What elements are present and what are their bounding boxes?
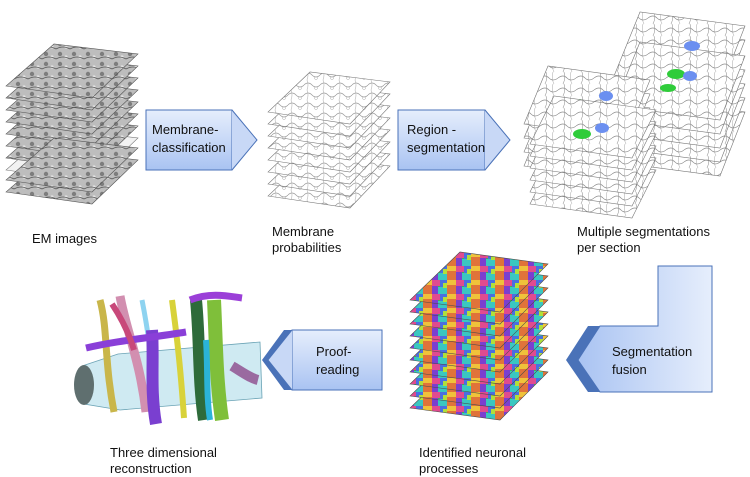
multiple-segmentations-label: Multiple segmentations per section [577, 224, 710, 255]
region-segmentation-label: Region - segmentation [407, 122, 486, 155]
identified-processes-label: Identified neuronal processes [419, 445, 526, 476]
membrane-probabilities-label: Membrane probabilities [272, 224, 342, 255]
proofreading-label: Proof- reading [316, 344, 360, 377]
reconstruction-label: Three dimensional reconstruction [110, 445, 217, 476]
em-image-stack [5, 43, 139, 205]
membrane-probability-stack [267, 71, 391, 209]
em-images-label: EM images [32, 231, 98, 246]
proofreading-arrow [262, 329, 383, 391]
three-dimensional-reconstruction [74, 291, 263, 426]
segmentation-fusion-label: Segmentation fusion [612, 344, 693, 377]
membrane-classification-arrow [145, 109, 258, 171]
identified-process-stack [409, 251, 549, 421]
membrane-classification-label: Membrane- classification [152, 122, 226, 155]
segmentation-fusion-arrow [566, 265, 713, 393]
multiple-segmentation-stacks [523, 11, 746, 219]
region-segmentation-arrow [397, 109, 511, 171]
